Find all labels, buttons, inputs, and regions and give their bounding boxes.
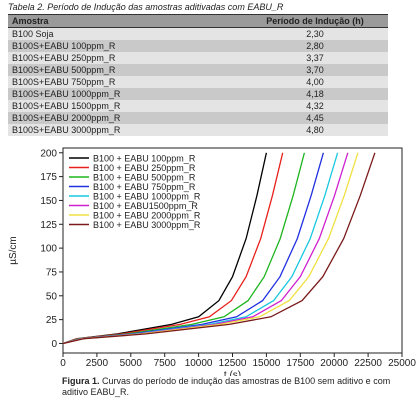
x-tick-label: 12500	[219, 358, 247, 369]
cell: 3,70	[306, 65, 324, 75]
table-row: B100S+EABU 2000ppm_R 4,45	[8, 112, 388, 124]
table-row: B100S+EABU 100ppm_R 2,80	[8, 40, 388, 52]
cell: B100S+EABU 1000ppm_R	[12, 89, 121, 99]
table-row: B100S+EABU 750ppm_R 4,00	[8, 76, 388, 88]
x-tick-label: 22500	[354, 358, 382, 369]
table-row: B100 Soja 2,30	[8, 28, 388, 40]
x-axis-label: t (s)	[224, 370, 241, 376]
table-row: B100S+EABU 3000ppm_R 4,80	[8, 124, 388, 136]
y-tick-label: 175	[40, 172, 57, 183]
x-tick-label: 0	[60, 358, 66, 369]
cell: 4,32	[306, 101, 324, 111]
legend-label: B100 + EABU 100ppm_R	[93, 154, 196, 164]
y-tick-label: 50	[46, 291, 58, 302]
y-tick-label: 75	[46, 267, 58, 278]
caption-text: Curvas do período de indução das amostra…	[62, 376, 391, 397]
legend-label: B100 + EABU 3000ppm_R	[93, 220, 201, 230]
x-tick-label: 7500	[154, 358, 177, 369]
cell: 4,45	[306, 113, 324, 123]
cell: 4,80	[306, 125, 324, 135]
y-tick-label: 125	[40, 220, 57, 231]
header-row: Amostra Período de Indução (h)	[8, 14, 388, 28]
legend-label: B100 + EABU 250ppm_R	[93, 163, 196, 173]
x-tick-label: 20000	[320, 358, 348, 369]
x-tick-label: 25000	[388, 358, 416, 369]
caption-label: Figura 1.	[62, 376, 100, 386]
cell: 4,18	[306, 89, 324, 99]
y-tick-label: 200	[40, 148, 57, 159]
cell: B100S+EABU 500ppm_R	[12, 65, 116, 75]
cell: 3,37	[306, 53, 324, 63]
y-tick-label: 25	[46, 315, 58, 326]
legend-label: B100 + EABU1500ppm_R	[93, 201, 198, 211]
cell: B100S+EABU 100ppm_R	[12, 41, 116, 51]
cell: Período de Indução (h)	[266, 16, 364, 26]
y-tick-label: 0	[51, 339, 57, 350]
legend-label: B100 + EABU 2000ppm_R	[93, 211, 201, 221]
legend-label: B100 + EABU 750ppm_R	[93, 182, 196, 192]
cell: Amostra	[12, 16, 49, 26]
table-title: Tabela 2. Período de Indução das amostra…	[8, 2, 284, 12]
x-tick-label: 17500	[286, 358, 314, 369]
table-row: B100S+EABU 250ppm_R 3,37	[8, 52, 388, 64]
line	[62, 152, 376, 345]
legend-label: B100 + EABU 1000ppm_R	[93, 192, 201, 202]
x-tick-label: 2500	[86, 358, 109, 369]
x-tick-label: 10000	[185, 358, 213, 369]
caption: Figura 1. Curvas do período de indução d…	[62, 376, 412, 398]
y-tick-label: 150	[40, 196, 57, 207]
table-row: B100S+EABU 500ppm_R 3,70	[8, 64, 388, 76]
cell: B100S+EABU 3000ppm_R	[12, 125, 121, 135]
table: Tabela 2. Período de Indução das amostra…	[8, 2, 388, 136]
cell: B100 Soja	[12, 29, 54, 39]
cell: B100S+EABU 2000ppm_R	[12, 113, 121, 123]
x-tick-label: 15000	[252, 358, 280, 369]
y-axis-label: µS/cm	[8, 236, 19, 265]
cell: B100S+EABU 1500ppm_R	[12, 101, 121, 111]
legend-label: B100 + EABU 500ppm_R	[93, 173, 196, 183]
table-row: B100S+EABU 1500ppm_R 4,32	[8, 100, 388, 112]
cell: 4,00	[306, 77, 324, 87]
y-tick-label: 100	[40, 244, 57, 255]
x-tick-label: 5000	[120, 358, 143, 369]
cell: 2,80	[306, 41, 324, 51]
cell: B100S+EABU 250ppm_R	[12, 53, 116, 63]
table-row: B100S+EABU 1000ppm_R 4,18	[8, 88, 388, 100]
cell: B100S+EABU 750ppm_R	[12, 77, 116, 87]
chart: 0 2500 5000 7500 10000 12500 15000 17500 20000 22…	[8, 147, 416, 376]
cell: 2,30	[306, 29, 324, 39]
